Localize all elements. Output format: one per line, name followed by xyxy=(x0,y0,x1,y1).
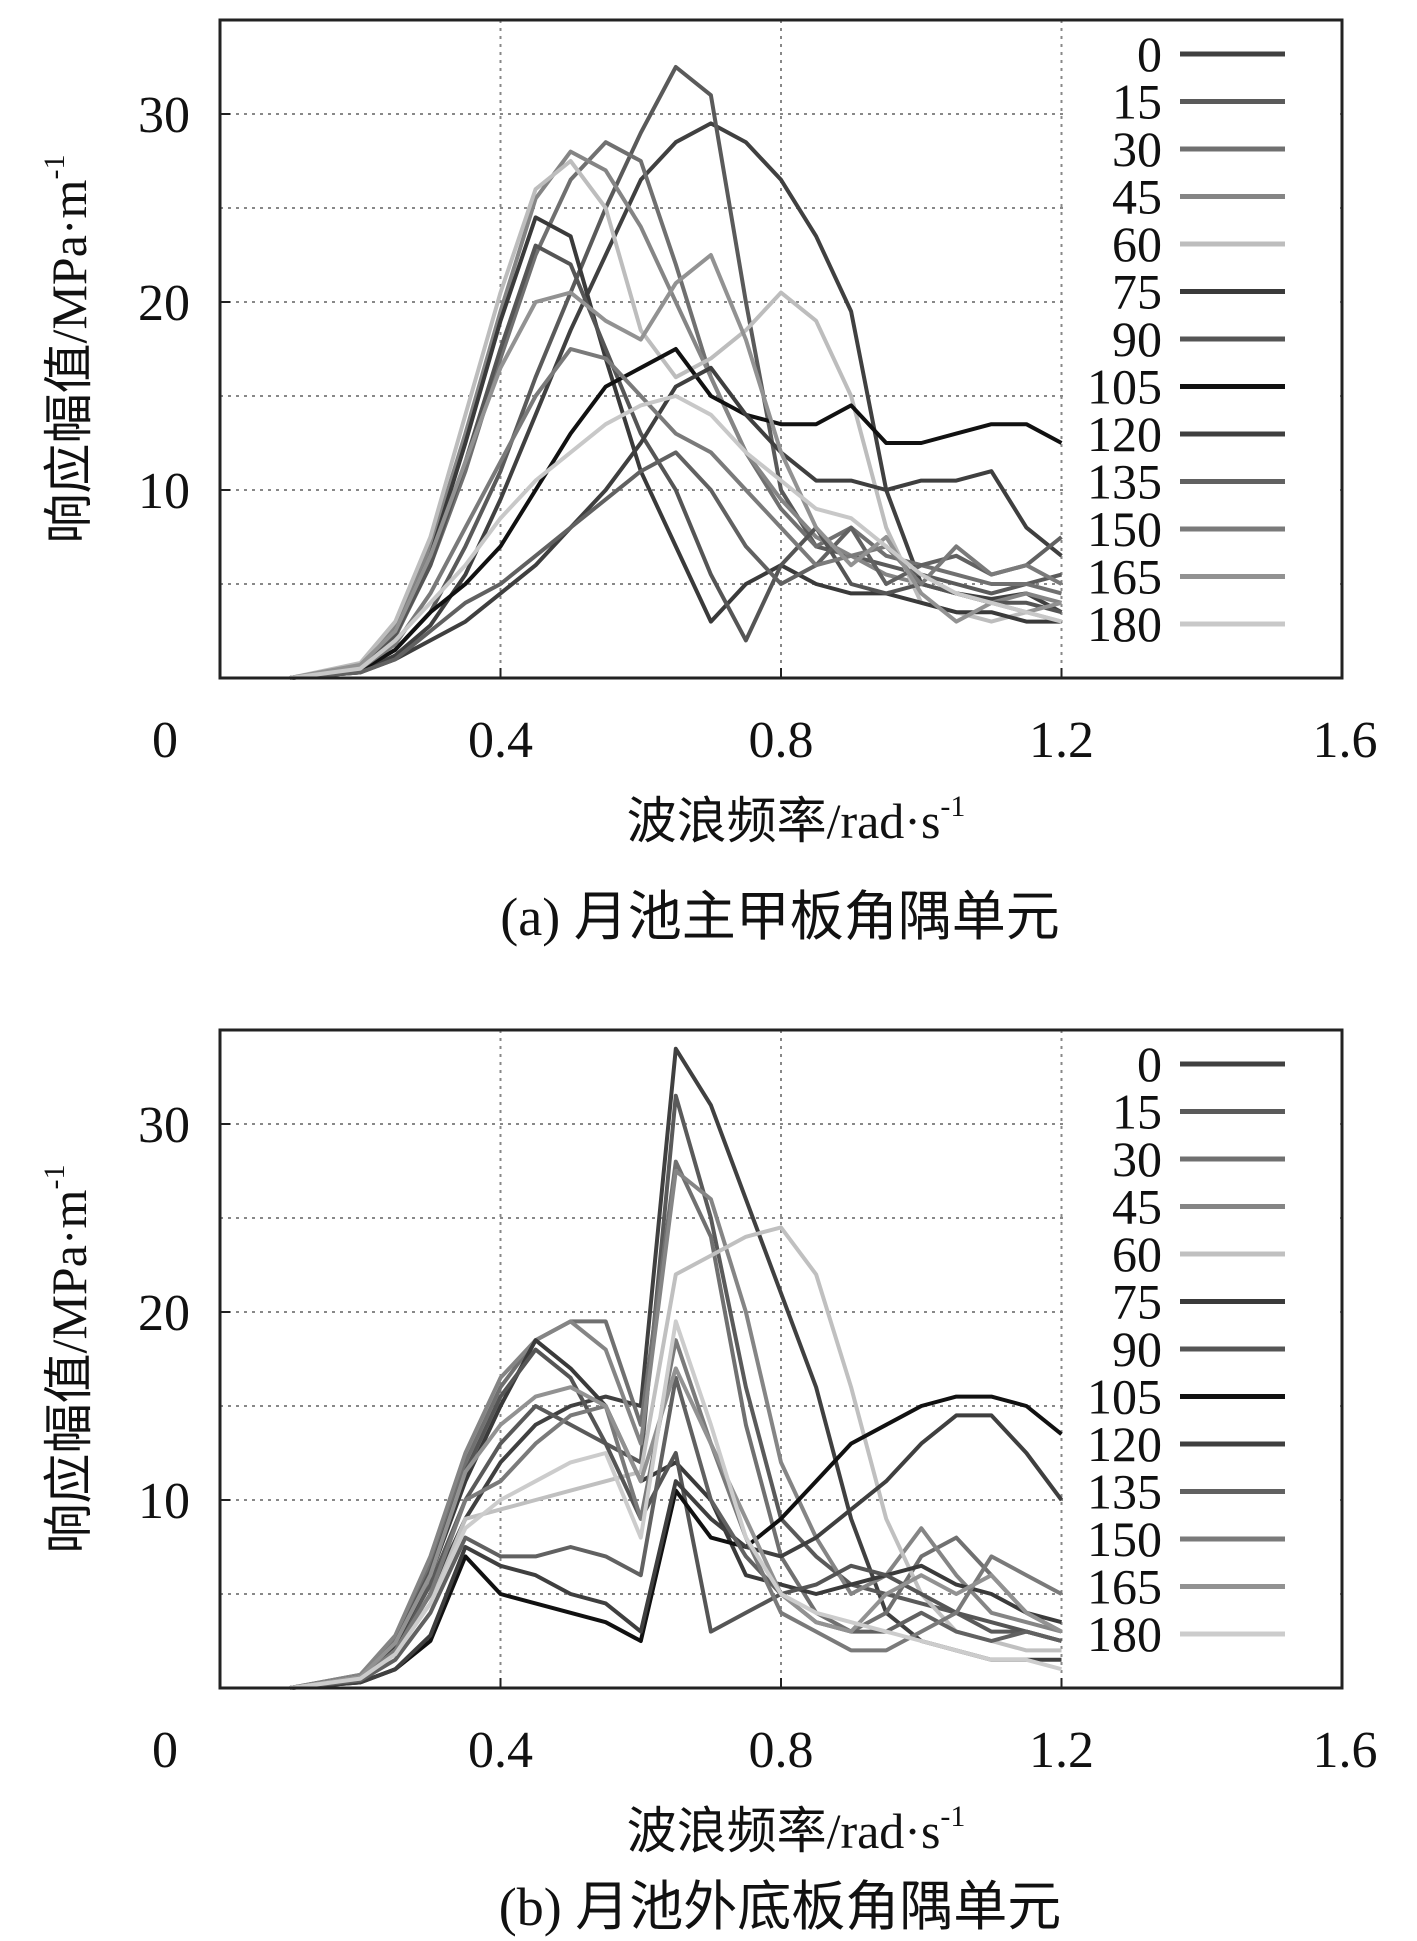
figure-caption: (b) 月池外底板角隅单元 xyxy=(499,1877,1061,1937)
series-line-165 xyxy=(289,1366,1063,1690)
y-tick-label: 10 xyxy=(138,1473,190,1530)
legend-label: 90 xyxy=(1112,311,1162,367)
series-line-30 xyxy=(289,1159,1063,1690)
x-tick-label: 0.8 xyxy=(749,712,814,769)
legend-label: 0 xyxy=(1137,26,1162,82)
x-tick-label: 1.2 xyxy=(1029,712,1094,769)
y-axis-label-text: 响应幅值/MPa·m xyxy=(41,1189,97,1553)
legend-label: 15 xyxy=(1112,1084,1162,1140)
x-tick-label: 1.6 xyxy=(1313,1722,1378,1779)
y-tick-label: 10 xyxy=(138,463,190,520)
x-axis-label: 波浪频率/rad·s-1 xyxy=(627,790,966,849)
legend-label: 105 xyxy=(1087,359,1162,415)
figure-caption: (a) 月池主甲板角隅单元 xyxy=(500,887,1059,947)
legend-label: 105 xyxy=(1087,1369,1162,1425)
chart-a: 0 15 30 45 60 75 90 105 120 135 150 165 180 0 0.4 0.8 1.… xyxy=(0,0,1417,960)
legend-label: 135 xyxy=(1087,1464,1162,1520)
y-axis-label-text: 响应幅值/MPa·m xyxy=(41,179,97,543)
legend-label: 0 xyxy=(1137,1036,1162,1092)
x-tick-label: 1.6 xyxy=(1313,712,1378,769)
series-line-105 xyxy=(289,1394,1063,1690)
grid xyxy=(220,1030,1342,1688)
x-tick-label: 0 xyxy=(152,1722,178,1779)
x-axis-label: 波浪频率/rad·s-1 xyxy=(627,1800,966,1859)
series-line-165 xyxy=(289,253,1063,680)
legend-label: 120 xyxy=(1087,406,1162,462)
y-tick-label: 20 xyxy=(138,1285,190,1342)
series-line-60 xyxy=(289,159,1063,680)
series-line-135 xyxy=(289,450,1063,680)
series-line-15 xyxy=(289,65,1063,680)
series-group xyxy=(289,65,1063,680)
legend-label: 30 xyxy=(1112,121,1162,177)
legend-label: 150 xyxy=(1087,1511,1162,1567)
y-tick-label: 30 xyxy=(138,1097,190,1154)
series-line-180 xyxy=(289,1319,1063,1690)
legend-label: 135 xyxy=(1087,454,1162,510)
y-axis-label: 响应幅值/MPa·m-1 xyxy=(38,155,97,544)
y-axis-label: 响应幅值/MPa·m-1 xyxy=(38,1165,97,1554)
series-line-120 xyxy=(289,365,1063,680)
x-axis-label-sup: -1 xyxy=(940,1800,965,1833)
x-tick-label: 0.4 xyxy=(468,1722,533,1779)
x-axis-label-sup: -1 xyxy=(940,790,965,823)
legend-label: 75 xyxy=(1112,264,1162,320)
series-line-150 xyxy=(289,1338,1063,1690)
legend-label: 90 xyxy=(1112,1321,1162,1377)
legend-label: 60 xyxy=(1112,216,1162,272)
x-tick-label: 0 xyxy=(152,712,178,769)
legend-label: 150 xyxy=(1087,501,1162,557)
x-axis-label-text: 波浪频率/rad·s xyxy=(627,793,941,849)
y-tick-label: 30 xyxy=(138,87,190,144)
legend-label: 120 xyxy=(1087,1416,1162,1472)
y-axis-label-sup: -1 xyxy=(38,155,71,180)
series-line-150 xyxy=(289,347,1063,680)
y-axis-label-sup: -1 xyxy=(38,1165,71,1190)
x-axis-label-text: 波浪频率/rad·s xyxy=(627,1803,941,1859)
legend-label: 15 xyxy=(1112,74,1162,130)
y-tick-label: 20 xyxy=(138,275,190,332)
x-tick-label: 0.8 xyxy=(749,1722,814,1779)
legend-label: 75 xyxy=(1112,1274,1162,1330)
legend-label: 165 xyxy=(1087,1559,1162,1615)
chart-b: 0 15 30 45 60 75 90 105 120 135 150 165 180 0 0.4 0.8 1.… xyxy=(0,1010,1417,1937)
series-group xyxy=(289,1046,1064,1690)
legend-label: 180 xyxy=(1087,596,1162,652)
series-line-45 xyxy=(289,1169,1063,1690)
legend-label: 45 xyxy=(1112,1179,1162,1235)
series-line-105 xyxy=(289,347,1063,680)
legend-label: 165 xyxy=(1087,549,1162,605)
series-line-120 xyxy=(289,1413,1064,1690)
x-tick-label: 1.2 xyxy=(1029,1722,1094,1779)
legend-label: 45 xyxy=(1112,169,1162,225)
series-line-180 xyxy=(289,394,1063,680)
legend-label: 30 xyxy=(1112,1131,1162,1187)
legend-label: 60 xyxy=(1112,1226,1162,1282)
x-tick-label: 0.4 xyxy=(468,712,533,769)
legend-label: 180 xyxy=(1087,1606,1162,1662)
